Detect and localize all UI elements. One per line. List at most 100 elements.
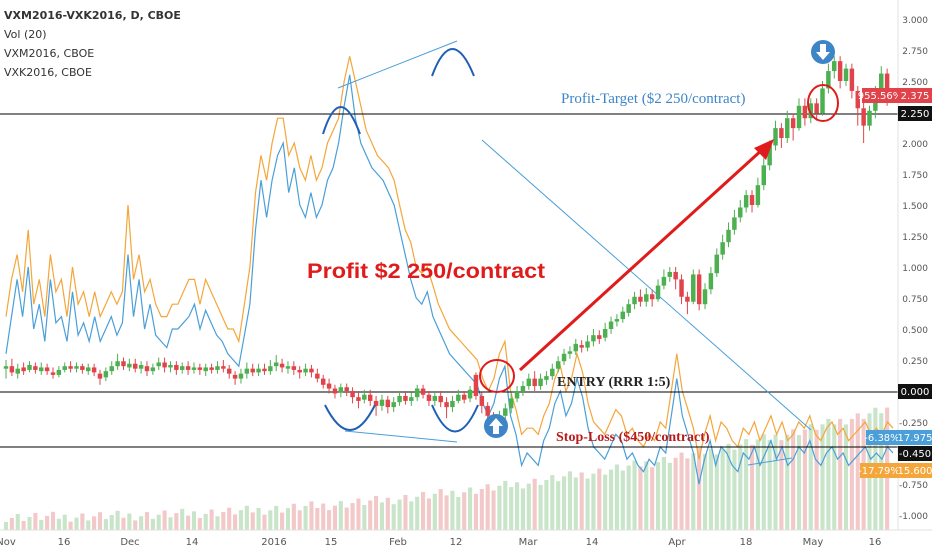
candle-body: [127, 363, 132, 368]
candle-body: [397, 395, 402, 403]
volume-bar: [156, 514, 161, 530]
volume-bar: [168, 517, 173, 530]
volume-bar: [849, 418, 854, 530]
x-tick-label: 18: [740, 537, 753, 548]
candle-body: [21, 367, 26, 372]
volume-bar: [297, 510, 302, 530]
volume-bar: [409, 501, 414, 530]
y-tick-label: -0.250: [899, 419, 928, 429]
volume-bar: [591, 473, 596, 530]
volume-bar: [720, 449, 725, 530]
volume-bar: [638, 466, 643, 530]
candle-body: [338, 387, 344, 393]
y-tick-label: 0.500: [902, 326, 928, 336]
volume-bar: [332, 505, 338, 530]
candle-body: [790, 118, 796, 129]
x-tick-label: 15: [325, 537, 338, 548]
candle-body: [738, 207, 743, 218]
volume-bar: [97, 512, 103, 530]
volume-bar: [814, 429, 819, 530]
candle-body: [614, 319, 620, 322]
candle-body: [767, 145, 772, 166]
volume-bar: [9, 517, 14, 530]
candle-body: [144, 366, 150, 372]
candle-body: [567, 351, 573, 354]
volume-bar: [573, 477, 578, 530]
candle-body: [315, 373, 320, 379]
volume-bar: [532, 478, 537, 530]
volume-bar: [514, 482, 520, 530]
candle-body: [132, 363, 138, 369]
volume-bar: [802, 429, 807, 530]
candles-layer: [3, 56, 890, 432]
candle-body: [644, 294, 649, 302]
volume-bar: [579, 472, 584, 530]
candle-body: [550, 368, 555, 377]
top-trendline: [337, 40, 458, 89]
y-tick-label: -0.750: [899, 481, 928, 491]
volume-bar: [526, 483, 531, 530]
candle-body: [755, 185, 761, 205]
legend-series-vxk[interactable]: VXK2016, CBOE: [4, 66, 92, 79]
volume-bar: [785, 434, 790, 530]
volume-bar: [755, 439, 760, 530]
candle-body: [720, 242, 725, 255]
candle-body: [444, 402, 449, 408]
candle-body: [9, 366, 15, 373]
volume-bar: [256, 508, 261, 530]
candle-body: [450, 400, 455, 408]
candle-body: [538, 378, 543, 387]
legend-series-vxm[interactable]: VXM2016, CBOE: [4, 47, 95, 60]
volume-bar: [262, 514, 267, 530]
candle-body: [27, 364, 32, 370]
volume-bar: [21, 520, 26, 530]
volume-bar: [33, 512, 38, 530]
y-tick-label: 2.750: [902, 47, 928, 57]
volume-bar: [473, 493, 478, 530]
volume-bar: [180, 508, 185, 530]
volume-bar: [233, 514, 238, 530]
candle-body: [420, 388, 426, 395]
legend-volume[interactable]: Vol (20): [4, 28, 47, 41]
candle-body: [579, 345, 584, 348]
volume-bar: [744, 439, 749, 530]
x-tick-label: May: [803, 537, 824, 548]
volume-bar: [479, 489, 484, 530]
volume-bar: [843, 424, 849, 530]
volume-bar: [462, 492, 467, 530]
candle-body: [503, 408, 508, 416]
volume-bar: [485, 484, 490, 530]
candle-body: [39, 367, 44, 372]
volume-bar: [491, 490, 496, 530]
volume-bar: [74, 517, 79, 530]
candle-body: [238, 373, 244, 379]
x-tick-label: 14: [586, 537, 599, 548]
y-tick-label: 1.000: [902, 264, 928, 274]
bottom-arc-left: [324, 404, 376, 431]
badge-zero-level: 0.000: [898, 384, 932, 399]
candle-body: [585, 341, 590, 348]
candle-body: [138, 364, 144, 369]
volume-bar: [162, 510, 167, 530]
candle-body: [479, 395, 485, 406]
y-tick-label: 2.000: [902, 140, 928, 150]
x-tick-label: 16: [58, 537, 71, 548]
stop-loss-annotation: Stop-Loss ($450/contract): [556, 430, 710, 445]
legend-main-symbol[interactable]: VXM2016-VXK2016, D, CBOE: [4, 9, 181, 22]
volume-bar: [215, 516, 220, 530]
candle-body: [620, 311, 626, 320]
candle-body: [743, 195, 749, 208]
candle-body: [726, 229, 731, 243]
volume-bar: [691, 453, 696, 530]
candle-body: [215, 366, 220, 370]
candle-body: [861, 108, 866, 126]
candle-body: [379, 399, 385, 406]
candle-body: [409, 397, 414, 401]
volume-bar: [403, 494, 408, 530]
volume-bar: [655, 462, 661, 530]
y-tick-label: -1.000: [899, 512, 928, 522]
volume-bar: [280, 512, 285, 530]
candle-body: [50, 372, 56, 375]
candle-body: [708, 273, 714, 290]
